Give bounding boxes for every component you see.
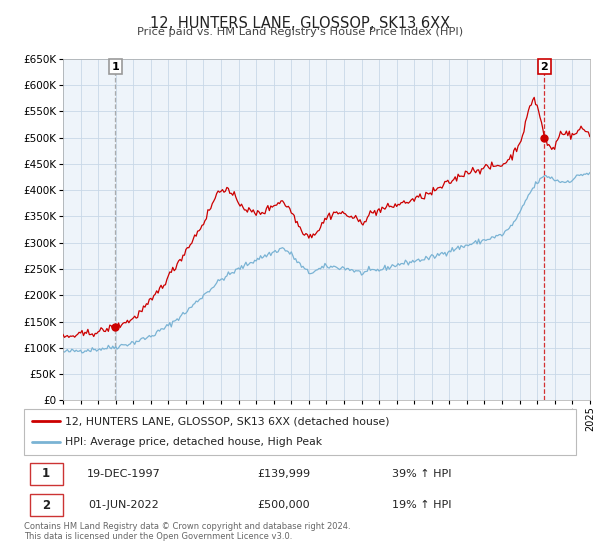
Text: £500,000: £500,000: [257, 500, 310, 510]
Text: 12, HUNTERS LANE, GLOSSOP, SK13 6XX (detached house): 12, HUNTERS LANE, GLOSSOP, SK13 6XX (det…: [65, 416, 390, 426]
Bar: [29, 463, 62, 485]
Text: Contains HM Land Registry data © Crown copyright and database right 2024.
This d: Contains HM Land Registry data © Crown c…: [24, 522, 350, 542]
Text: HPI: Average price, detached house, High Peak: HPI: Average price, detached house, High…: [65, 437, 323, 447]
Text: 19-DEC-1997: 19-DEC-1997: [86, 469, 160, 479]
Text: 2: 2: [42, 498, 50, 512]
Text: £139,999: £139,999: [257, 469, 310, 479]
Text: 12, HUNTERS LANE, GLOSSOP, SK13 6XX: 12, HUNTERS LANE, GLOSSOP, SK13 6XX: [150, 16, 450, 31]
Text: 39% ↑ HPI: 39% ↑ HPI: [392, 469, 451, 479]
Text: 01-JUN-2022: 01-JUN-2022: [88, 500, 159, 510]
Text: 19% ↑ HPI: 19% ↑ HPI: [392, 500, 451, 510]
Text: 2: 2: [541, 62, 548, 72]
Text: Price paid vs. HM Land Registry's House Price Index (HPI): Price paid vs. HM Land Registry's House …: [137, 27, 463, 37]
Text: 1: 1: [111, 62, 119, 72]
Bar: [29, 494, 62, 516]
Text: 1: 1: [42, 468, 50, 480]
